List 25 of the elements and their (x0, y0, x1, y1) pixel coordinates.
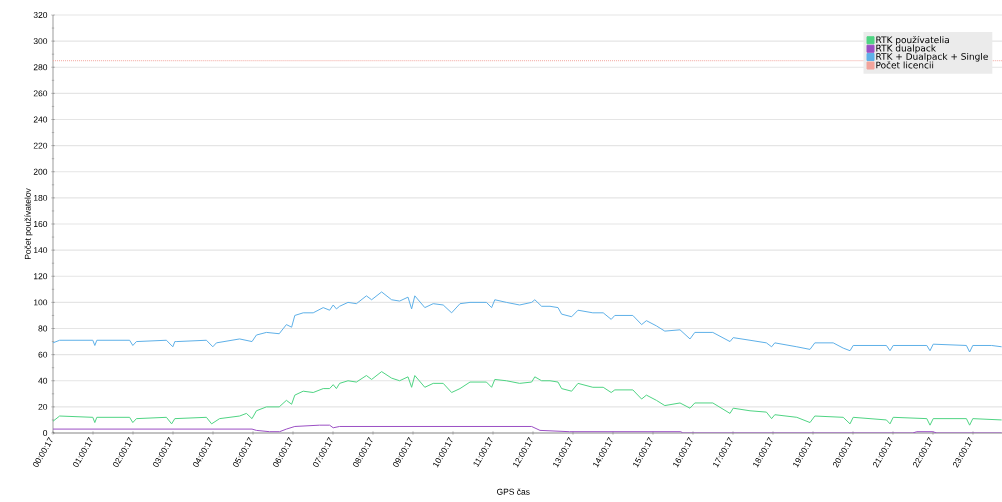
x-axis-title: GPS čas (496, 488, 530, 495)
y-axis-title: Počet používatelov (24, 188, 33, 260)
legend-label: RTK dualpack (876, 44, 936, 54)
y-tick-label: 200 (33, 168, 48, 175)
y-tick-label: 120 (33, 273, 48, 280)
line-series (53, 371, 1002, 426)
y-tick-label: 320 (33, 12, 48, 18)
y-tick-label: 0 (43, 430, 48, 436)
y-tick-label: 60 (38, 351, 48, 358)
legend-label: RTK + Dualpack + Single (876, 52, 988, 62)
y-tick-label: 140 (33, 247, 48, 254)
legend-label: Počet licencii (876, 61, 934, 69)
y-tick-label: 80 (38, 325, 48, 332)
y-tick-label: 260 (33, 90, 48, 97)
y-tick-label: 240 (33, 116, 48, 123)
y-tick-label: 180 (33, 194, 48, 201)
y-tick-label: 160 (33, 221, 48, 227)
y-tick-label: 40 (38, 377, 48, 384)
y-tick-label: 280 (33, 64, 48, 71)
y-tick-label: 100 (33, 299, 48, 306)
line-series (53, 291, 1002, 353)
y-tick-label: 300 (33, 38, 48, 45)
legend-label: RTK používatelia (876, 35, 949, 45)
y-tick-label: 20 (38, 403, 48, 410)
y-tick-label: 220 (33, 142, 48, 149)
